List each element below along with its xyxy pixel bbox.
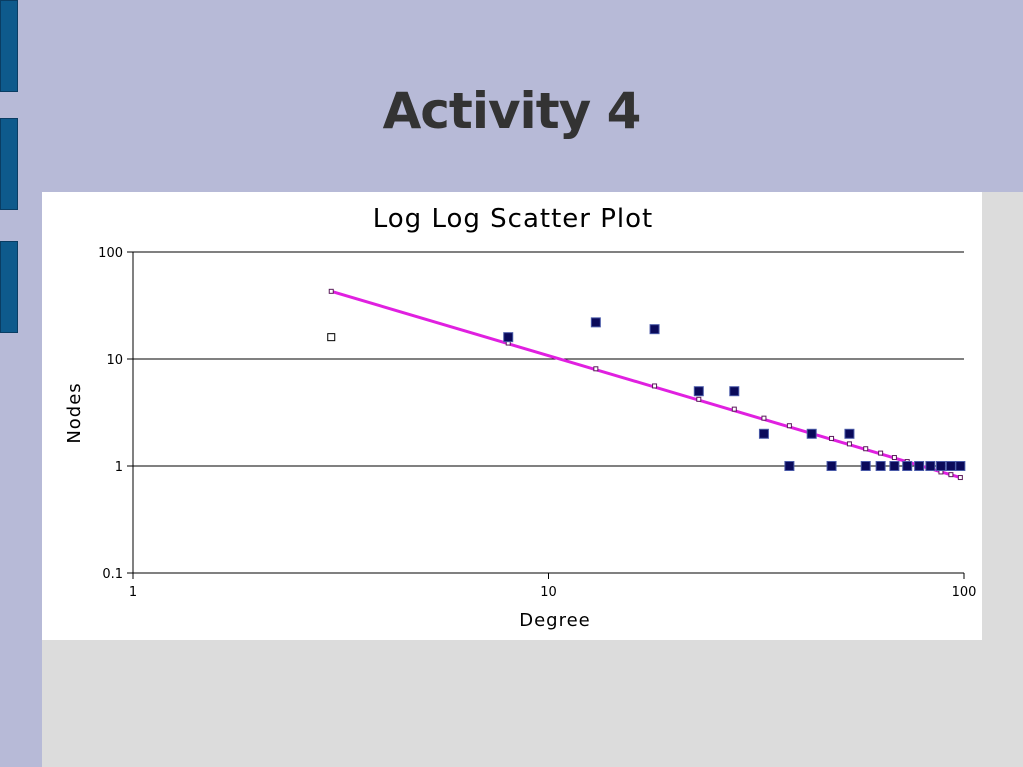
scatter-chart: Log Log Scatter Plot 0.1 1 10 100 1 10 100 Deg… [64,204,976,631]
chart-title: Log Log Scatter Plot [373,204,653,234]
data-point [826,461,837,471]
x-axis-label: Degree [519,610,591,631]
y-tick-label: 10 [106,353,123,368]
data-point [914,461,925,471]
trendline-point [731,406,737,412]
trendline-point [891,455,897,461]
trendline [330,289,961,479]
trendline-point [593,366,599,372]
data-point [955,461,966,471]
trendline-point [696,396,702,402]
data-point [945,461,956,471]
trendline-point [328,288,334,294]
data-point [503,332,514,343]
y-tick-label: 1 [115,460,123,475]
trendline-point [846,441,852,447]
data-point [925,461,936,471]
trendline-point [829,435,835,441]
chart-panel: Log Log Scatter Plot 0.1 1 10 100 1 10 100 Deg… [42,192,982,640]
x-tick-label: 100 [952,585,977,600]
trendline-point [863,446,869,452]
side-tab[interactable] [0,118,18,210]
trendline-point [786,423,792,429]
y-tick-label: 0.1 [102,567,123,582]
data-point [844,428,855,439]
side-tab[interactable] [0,241,18,333]
slide-title: Activity 4 [382,82,642,140]
data-point [784,461,795,471]
data-point [902,461,913,471]
data-point [889,461,900,471]
trendline-point [948,472,954,478]
y-axis-label: Nodes [64,382,85,443]
data-point [693,386,704,397]
data-point [729,386,740,397]
trendline-point [957,475,963,481]
plot-area: 0.1 1 10 100 1 10 100 [98,246,976,600]
y-tick-label: 100 [98,246,123,261]
x-tick-label: 10 [540,585,557,600]
trendline-point [878,450,884,456]
trendline-point [761,415,767,421]
x-tick-label: 1 [129,585,137,600]
slide-header-band [0,0,1023,192]
data-point [860,461,871,471]
trendline-point [652,383,658,389]
data-point [590,317,601,328]
data-point [935,461,946,471]
data-point [649,324,660,335]
side-tab[interactable] [0,0,18,92]
data-point [806,428,817,439]
data-point [327,333,336,342]
data-point [875,461,886,471]
data-point [758,428,769,439]
